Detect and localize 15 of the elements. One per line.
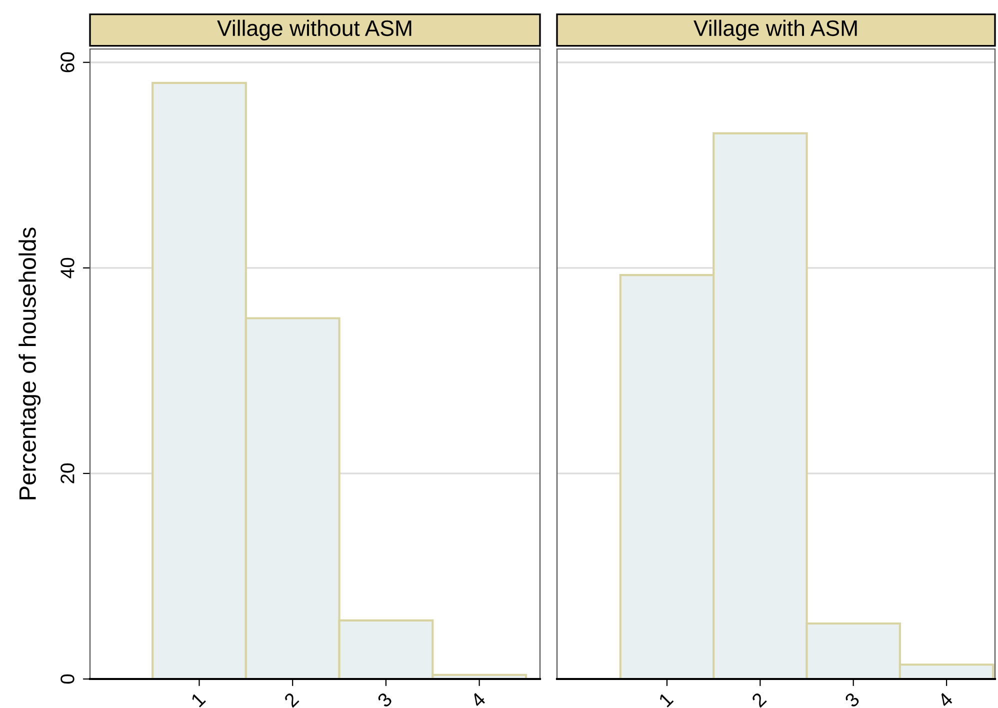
x-tick-label: 2 xyxy=(283,692,300,708)
chart-title: Village with ASM xyxy=(694,20,857,40)
y-tick-label: 20 xyxy=(60,463,74,484)
y-tick-label: 60 xyxy=(60,52,74,72)
x-tick-label: 2 xyxy=(750,692,767,708)
y-axis-title: Percentage of households xyxy=(18,228,41,500)
y-tick-label: 40 xyxy=(60,258,74,278)
x-tick-label: 4 xyxy=(470,692,486,708)
x-tick-label: 1 xyxy=(658,692,674,708)
x-tick-label: 3 xyxy=(844,692,860,708)
x-tick-label: 4 xyxy=(937,692,954,708)
chart-title: Village without ASM xyxy=(217,20,412,40)
x-tick-label: 1 xyxy=(190,692,206,708)
x-tick-label: 3 xyxy=(376,692,393,708)
y-tick-label: 0 xyxy=(60,674,74,684)
